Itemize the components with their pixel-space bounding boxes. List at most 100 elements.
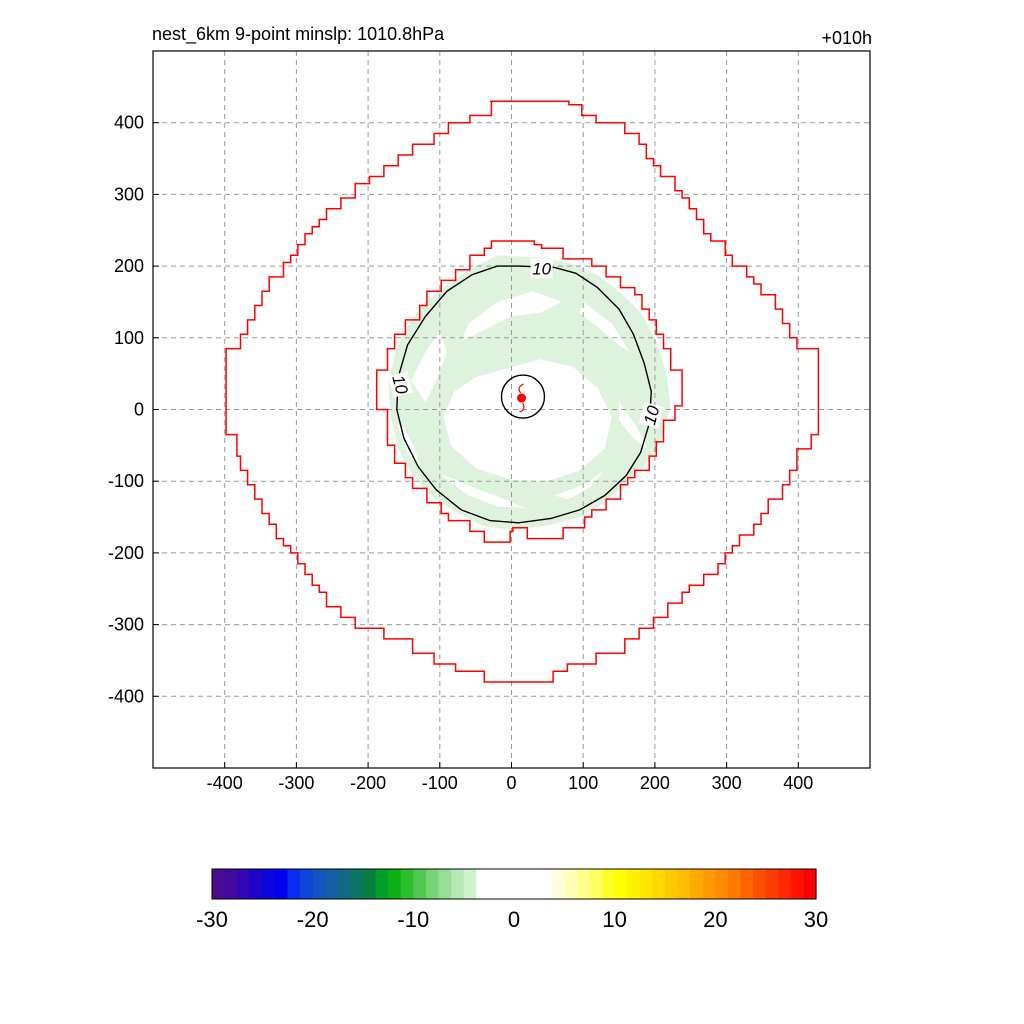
colorbar-cell [576, 869, 591, 899]
colorbar-cell [803, 869, 817, 899]
colorbar-cell [212, 869, 226, 899]
x-tick-label: 0 [506, 773, 516, 793]
contour-label-halo [530, 258, 553, 279]
contour-label-group: 10 [530, 258, 553, 279]
colorbar-tick-label: -10 [397, 907, 429, 932]
colorbar-cell [727, 869, 742, 899]
contour-label-group: 10 [387, 371, 413, 398]
y-tick-label: 400 [114, 113, 144, 133]
x-tick-label: 200 [640, 773, 670, 793]
colorbar-cell [715, 869, 729, 899]
colorbar-cell [400, 869, 414, 899]
x-tick-label: 100 [568, 773, 598, 793]
colorbar-cell [539, 869, 553, 899]
shading-layer [388, 255, 671, 531]
unshaded-gap [579, 301, 630, 353]
contour-label: 10 [640, 403, 663, 427]
colorbar-tick-label: 0 [508, 907, 520, 932]
colorbar-cell [753, 869, 767, 899]
domain-boundaries [225, 100, 820, 683]
grid-lines [153, 51, 870, 768]
colorbar-cell [425, 869, 440, 899]
colorbar-cell [274, 869, 289, 899]
forecast-hour-label: +010h [821, 28, 872, 48]
colorbar-cell [514, 869, 528, 899]
colorbar-cell [652, 869, 666, 899]
y-tick-label: -300 [108, 615, 144, 635]
colorbar-cell [413, 869, 427, 899]
colorbar-tick-label: -20 [297, 907, 329, 932]
colorbar-cell [262, 869, 276, 899]
colorbar-cell [337, 869, 352, 899]
chart-title: nest_6km 9-point minslp: 1010.8hPa [152, 24, 445, 45]
colorbar-cell [702, 869, 716, 899]
colorbar-cell [325, 869, 339, 899]
colorbar-tick-label: 30 [804, 907, 828, 932]
colorbar-cell [501, 869, 515, 899]
y-tick-label: -400 [108, 686, 144, 706]
colorbar-cell [300, 869, 314, 899]
x-tick-label: -100 [422, 773, 458, 793]
x-tick-label: -200 [350, 773, 386, 793]
colorbar-cell [690, 869, 704, 899]
contour-line-10 [396, 265, 653, 524]
unshaded-gap [411, 330, 447, 403]
colorbar-cell [627, 869, 641, 899]
x-tick-label: -300 [278, 773, 314, 793]
colorbar-cell [287, 869, 301, 899]
colorbar-cell [463, 869, 477, 899]
colorbar-cell [564, 869, 578, 899]
plot-area: 10 10 10 [152, 50, 871, 769]
colorbar: -30 -20 -10 0 10 20 30 [196, 868, 828, 932]
y-tick-label: 300 [114, 184, 144, 204]
colorbar-cell [665, 869, 679, 899]
colorbar-tick-label: 20 [703, 907, 727, 932]
colorbar-cell [312, 869, 326, 899]
colorbar-cell [451, 869, 465, 899]
storm-center-dot [517, 393, 527, 403]
colorbar-cell [602, 869, 616, 899]
y-axis-ticks: -400 -300 -200 -100 0 100 200 300 400 [108, 113, 159, 706]
x-axis-ticks: -400 -300 -200 -100 0 100 200 300 400 [207, 762, 813, 793]
colorbar-cell [350, 869, 364, 899]
colorbar-cell [476, 869, 490, 899]
colorbar-tick-label: -30 [196, 907, 228, 932]
storm-marker-layer [517, 383, 527, 413]
colorbar-cell [375, 869, 389, 899]
contour-layer [396, 265, 653, 524]
contour-labels: 10 10 10 [387, 258, 664, 429]
colorbar-cell [237, 869, 251, 899]
unshaded-gap [554, 470, 605, 500]
contour-label-halo [638, 402, 664, 429]
y-tick-label: 200 [114, 256, 144, 276]
contour-label: 10 [388, 373, 411, 397]
colorbar-cell [677, 869, 691, 899]
colorbar-cell [551, 869, 565, 899]
hurricane-symbol-arm [518, 383, 524, 394]
y-tick-label: 100 [114, 328, 144, 348]
inner-domain-boundary [375, 240, 683, 543]
contour-label-halo [387, 371, 413, 398]
colorbar-cell [765, 869, 779, 899]
colorbar-cell [438, 869, 452, 899]
unshaded-gap [443, 359, 612, 482]
x-tick-label: 300 [712, 773, 742, 793]
unshaded-gap [619, 402, 648, 449]
colorbar-cells [212, 869, 817, 899]
x-tick-label: 400 [783, 773, 813, 793]
colorbar-cell [639, 869, 654, 899]
hurricane-symbol-arm [519, 402, 525, 413]
colorbar-cell [614, 869, 628, 899]
unshaded-gap [439, 474, 526, 509]
y-tick-label: 0 [134, 400, 144, 420]
colorbar-cell [249, 869, 263, 899]
colorbar-cell [526, 869, 540, 899]
contour-label-group: 10 [638, 402, 664, 429]
colorbar-cell [589, 869, 603, 899]
y-tick-label: -200 [108, 543, 144, 563]
colorbar-ticks: -30 -20 -10 0 10 20 30 [196, 907, 828, 932]
colorbar-cell [488, 869, 503, 899]
inner-contour-circle [500, 374, 546, 419]
colorbar-frame [211, 868, 817, 900]
